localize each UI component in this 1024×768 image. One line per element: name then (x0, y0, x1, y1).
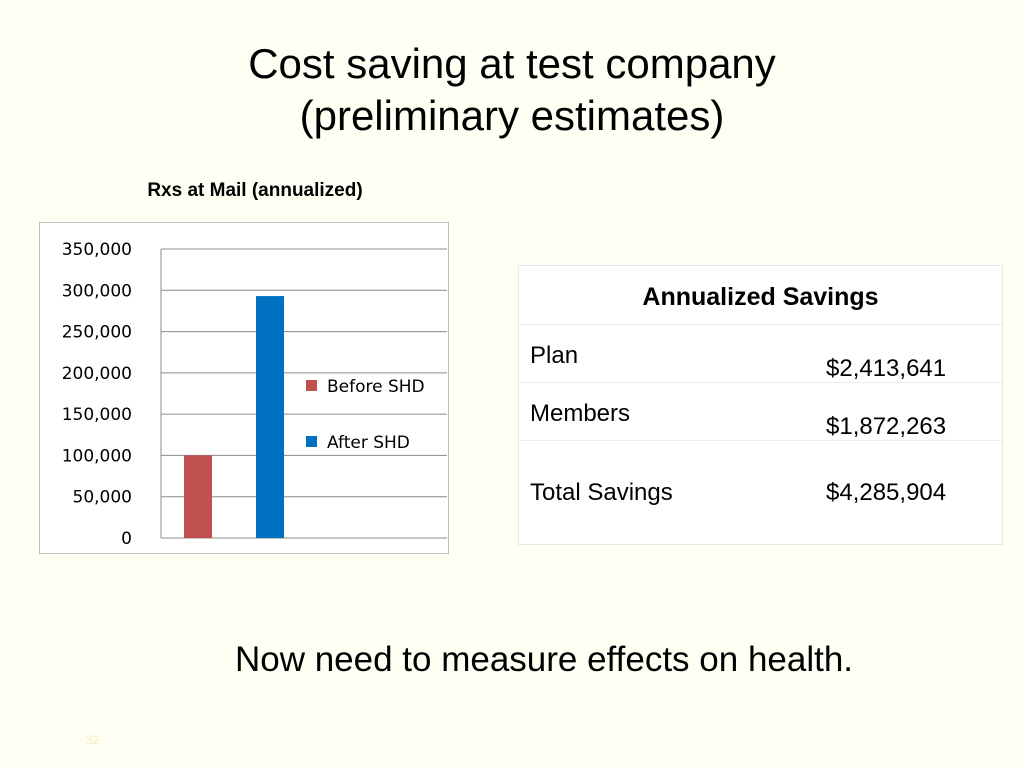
footer-note: Now need to measure effects on health. (234, 640, 854, 679)
bar (184, 455, 212, 538)
table-row-value: $2,413,641 (826, 355, 947, 382)
y-tick-label: 100,000 (62, 446, 132, 466)
page-number: 32 (86, 733, 100, 747)
slide-title: Cost saving at test company (preliminary… (0, 38, 1024, 142)
legend-swatch (306, 436, 317, 447)
y-tick-label: 300,000 (62, 281, 132, 301)
table-row-label: Plan (530, 342, 579, 369)
table-row-label: Total Savings (530, 479, 673, 506)
bar-chart-svg: 0 50,000 100,000 150,000 200,000 250,000 300,0… (62, 240, 447, 549)
table-row-label: Members (530, 400, 631, 427)
y-tick-label: 50,000 (73, 488, 132, 508)
y-tick-label: 0 (121, 529, 132, 549)
table-row-members: Members $1,872,263 (519, 382, 1002, 441)
slide-title-line-2: (preliminary estimates) (299, 92, 725, 139)
bar (256, 296, 284, 538)
y-tick-label: 250,000 (62, 323, 132, 343)
legend-swatch (306, 380, 317, 391)
savings-table: Annualized Savings Plan $2,413,641 Membe… (518, 265, 1003, 545)
legend-label: Before SHD (327, 377, 425, 397)
table-header: Annualized Savings (519, 266, 1002, 325)
y-tick-label: 150,000 (62, 405, 132, 425)
table-row-total: Total Savings $4,285,904 (519, 440, 1002, 544)
y-tick-label: 350,000 (62, 240, 132, 260)
bar-chart: 0 50,000 100,000 150,000 200,000 250,000 300,0… (39, 222, 449, 554)
slide-title-line-1: Cost saving at test company (248, 40, 776, 87)
legend-label: After SHD (327, 433, 410, 453)
table-row-value: $1,872,263 (826, 413, 947, 440)
chart-title: Rxs at Mail (annualized) (147, 180, 363, 201)
y-tick-label: 200,000 (62, 364, 132, 384)
table-row-value: $4,285,904 (826, 479, 947, 506)
table-row-plan: Plan $2,413,641 (519, 324, 1002, 383)
